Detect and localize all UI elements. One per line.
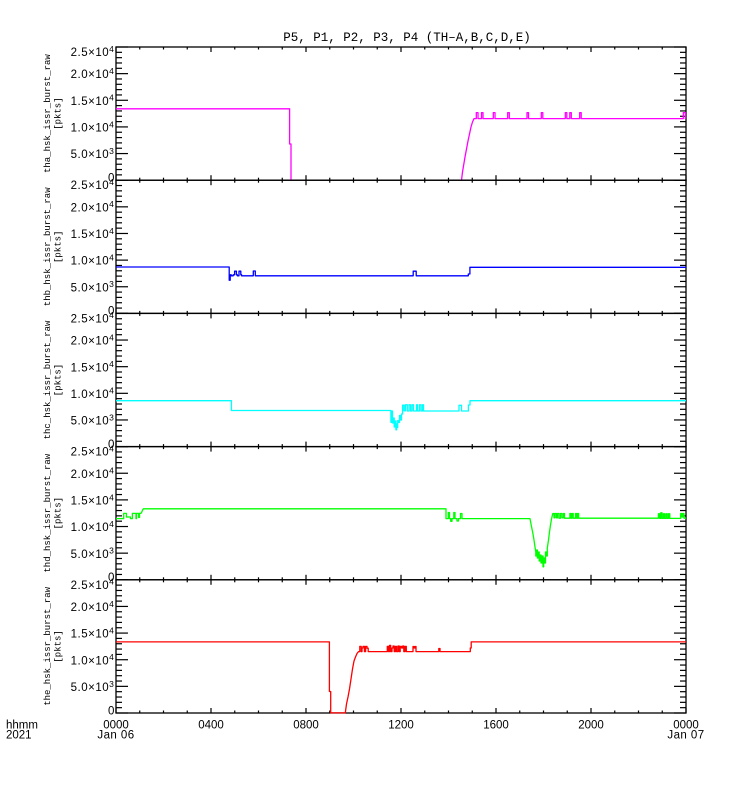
svg-text:2.5×104: 2.5×104 <box>71 310 115 325</box>
svg-text:2.5×104: 2.5×104 <box>71 177 115 192</box>
svg-text:1.0×104: 1.0×104 <box>71 119 115 134</box>
svg-text:0400: 0400 <box>198 720 224 732</box>
svg-text:2000: 2000 <box>578 720 604 732</box>
svg-text:[pkts]: [pkts] <box>54 364 64 396</box>
svg-text:1.0×104: 1.0×104 <box>71 386 115 401</box>
svg-text:2021: 2021 <box>6 730 32 742</box>
svg-text:2.0×104: 2.0×104 <box>71 66 115 81</box>
svg-text:2.5×104: 2.5×104 <box>71 44 115 59</box>
svg-text:the_hsk_issr_burst_raw: the_hsk_issr_burst_raw <box>43 586 53 705</box>
svg-text:1.5×104: 1.5×104 <box>71 625 115 640</box>
svg-text:[pkts]: [pkts] <box>54 97 64 129</box>
svg-text:1.5×104: 1.5×104 <box>71 93 115 108</box>
svg-text:hhmm: hhmm <box>6 720 38 732</box>
svg-text:0: 0 <box>108 572 114 584</box>
svg-text:1.0×104: 1.0×104 <box>71 652 115 667</box>
svg-text:[pkts]: [pkts] <box>54 497 64 529</box>
svg-text:5.0×103: 5.0×103 <box>71 146 115 161</box>
svg-text:0: 0 <box>108 439 114 451</box>
svg-text:5.0×103: 5.0×103 <box>71 412 115 427</box>
svg-text:2.0×104: 2.0×104 <box>71 332 115 347</box>
svg-text:0800: 0800 <box>293 720 319 732</box>
svg-text:5.0×103: 5.0×103 <box>71 546 115 561</box>
svg-text:tha_hsk_issr_burst_raw: tha_hsk_issr_burst_raw <box>43 54 53 173</box>
svg-text:1.5×104: 1.5×104 <box>71 359 115 374</box>
svg-text:0: 0 <box>108 306 114 318</box>
svg-text:1.0×104: 1.0×104 <box>71 519 115 534</box>
svg-text:0000: 0000 <box>103 720 129 732</box>
svg-text:1.0×104: 1.0×104 <box>71 253 115 268</box>
svg-text:5.0×103: 5.0×103 <box>71 679 115 694</box>
svg-text:2.0×104: 2.0×104 <box>71 466 115 481</box>
svg-text:2.5×104: 2.5×104 <box>71 443 115 458</box>
svg-text:0: 0 <box>108 173 114 185</box>
svg-text:5.0×103: 5.0×103 <box>71 279 115 294</box>
svg-text:P5, P1, P2, P3, P4 (TH–A,B,C,D: P5, P1, P2, P3, P4 (TH–A,B,C,D,E) <box>283 31 531 45</box>
svg-text:1.5×104: 1.5×104 <box>71 492 115 507</box>
svg-text:1.5×104: 1.5×104 <box>71 226 115 241</box>
svg-text:thd_hsk_issr_burst_raw: thd_hsk_issr_burst_raw <box>43 453 53 572</box>
svg-text:2.0×104: 2.0×104 <box>71 199 115 214</box>
svg-text:1600: 1600 <box>483 720 509 732</box>
svg-text:[pkts]: [pkts] <box>54 630 64 662</box>
svg-text:0: 0 <box>108 705 114 717</box>
svg-text:Jan 07: Jan 07 <box>667 730 704 742</box>
svg-text:1200: 1200 <box>388 720 414 732</box>
svg-text:[pkts]: [pkts] <box>54 231 64 263</box>
svg-text:thb_hsk_issr_burst_raw: thb_hsk_issr_burst_raw <box>43 187 53 306</box>
svg-text:thc_hsk_issr_burst_raw: thc_hsk_issr_burst_raw <box>43 320 53 439</box>
svg-text:Jan 06: Jan 06 <box>97 730 134 742</box>
svg-text:0000: 0000 <box>673 720 699 732</box>
svg-text:2.0×104: 2.0×104 <box>71 599 115 614</box>
svg-text:2.5×104: 2.5×104 <box>71 577 115 592</box>
